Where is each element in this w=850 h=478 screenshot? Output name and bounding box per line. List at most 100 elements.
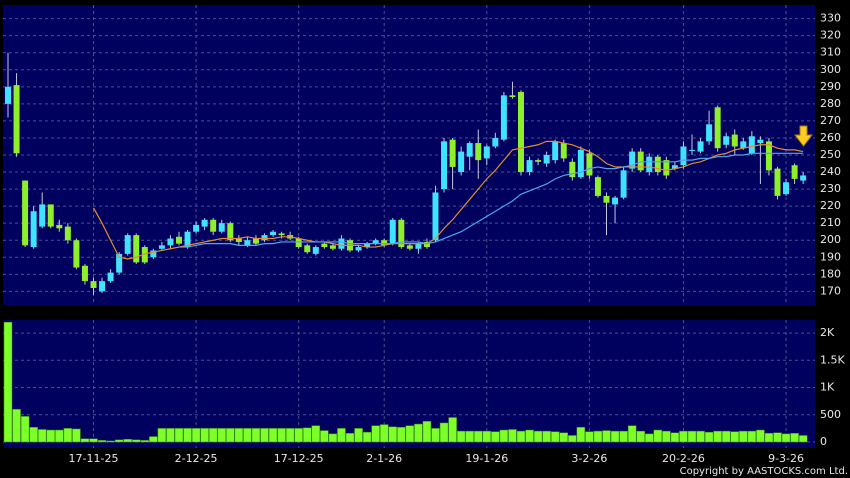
volume-bar xyxy=(491,431,500,443)
volume-bar xyxy=(311,425,321,443)
y-tick-label: 320 xyxy=(820,29,841,42)
candle-body xyxy=(39,204,46,227)
candle-body xyxy=(304,245,311,253)
candle-body xyxy=(441,141,448,190)
candle-body xyxy=(244,240,251,246)
volume-bar xyxy=(696,430,705,443)
candle-body xyxy=(526,160,533,173)
y-tick-label: 170 xyxy=(820,284,841,297)
volume-bar xyxy=(482,430,492,443)
candle-body xyxy=(560,143,567,159)
volume-bar xyxy=(106,440,115,443)
candle-body xyxy=(167,238,174,246)
y-tick-label: 280 xyxy=(820,97,841,110)
volume-bar xyxy=(303,427,312,443)
volume-bar xyxy=(790,433,799,443)
volume-bar xyxy=(174,428,184,443)
candle-body xyxy=(492,137,499,147)
volume-bar xyxy=(568,435,577,443)
candle-body xyxy=(73,240,80,268)
candle-body xyxy=(757,139,764,144)
candle-body xyxy=(654,156,661,173)
mark-layer xyxy=(3,52,808,443)
y-tick-label: 2K xyxy=(820,326,835,339)
volume-bar xyxy=(63,428,73,443)
candle-body xyxy=(449,139,456,167)
candle-body xyxy=(569,161,576,178)
volume-bar xyxy=(3,321,13,443)
volume-bar xyxy=(610,430,620,443)
candle-body xyxy=(355,247,362,251)
candle-body xyxy=(124,235,131,254)
x-tick-label: 2-12-25 xyxy=(175,452,218,465)
volume-bar xyxy=(576,427,586,443)
candle-body xyxy=(791,165,798,179)
candle-body xyxy=(415,243,422,249)
volume-bar xyxy=(217,428,226,443)
candle-body xyxy=(406,245,413,249)
volume-bar xyxy=(687,430,697,443)
candle-body xyxy=(295,238,302,248)
candle-body xyxy=(509,95,516,98)
volume-bar xyxy=(439,422,449,443)
candle-body xyxy=(603,195,610,203)
volume-bar xyxy=(636,430,645,443)
x-tick-label: 2-1-26 xyxy=(366,452,402,465)
candle-body xyxy=(227,223,234,241)
volume-bar xyxy=(533,430,543,443)
volume-bar xyxy=(559,432,568,443)
candle-body xyxy=(748,136,755,154)
moving-average-line xyxy=(92,140,804,260)
candle-body xyxy=(689,149,695,151)
y-tick-label: 500 xyxy=(820,408,841,421)
y-tick-label: 300 xyxy=(820,63,841,76)
volume-bar xyxy=(525,429,534,443)
y-tick-label: 1K xyxy=(820,381,835,394)
volume-bar xyxy=(268,428,278,443)
candle-body xyxy=(184,231,191,248)
y-tick-label: 310 xyxy=(820,46,841,59)
volume-bar xyxy=(704,431,714,443)
candle-body xyxy=(176,236,182,244)
volume-bar xyxy=(226,428,235,443)
candle-body xyxy=(731,134,738,147)
volume-bar xyxy=(46,429,55,443)
volume-bar xyxy=(183,428,192,443)
volume-bar xyxy=(243,428,252,443)
volume-bar xyxy=(550,431,560,443)
y-tick-label: 230 xyxy=(820,182,841,195)
volume-bar xyxy=(294,428,303,443)
volume-bar xyxy=(448,417,457,443)
volume-bar xyxy=(157,428,167,443)
candle-body xyxy=(552,141,559,161)
volume-bar xyxy=(764,433,774,443)
y-tick-label: 210 xyxy=(820,216,841,229)
candle-body xyxy=(783,182,790,195)
volume-bar xyxy=(542,430,551,443)
candle-body xyxy=(364,243,371,248)
volume-bar xyxy=(388,426,397,443)
volume-bar xyxy=(653,429,663,443)
volume-bar xyxy=(431,428,440,443)
volume-bar xyxy=(72,428,81,443)
y-tick-label: 330 xyxy=(820,12,841,25)
volume-bar xyxy=(499,429,509,443)
volume-bar xyxy=(20,416,30,443)
y-tick-label: 240 xyxy=(820,165,841,178)
candle-body xyxy=(680,146,687,166)
copyright: Copyright by AASTOCKS.com Ltd. xyxy=(680,466,848,477)
volume-bar xyxy=(345,433,355,443)
candle-body xyxy=(637,151,644,171)
volume-bar xyxy=(149,436,158,443)
candle-body xyxy=(458,151,465,173)
candle-body xyxy=(398,219,405,248)
volume-bar xyxy=(12,409,21,443)
x-tick-label: 17-11-25 xyxy=(69,452,119,465)
x-tick-label: 3-2-26 xyxy=(571,452,607,465)
volume-bar xyxy=(354,428,363,443)
y-tick-label: 260 xyxy=(820,131,841,144)
candle-body xyxy=(500,95,507,140)
candle-body xyxy=(56,224,63,229)
y-tick-label: 0 xyxy=(820,435,827,448)
